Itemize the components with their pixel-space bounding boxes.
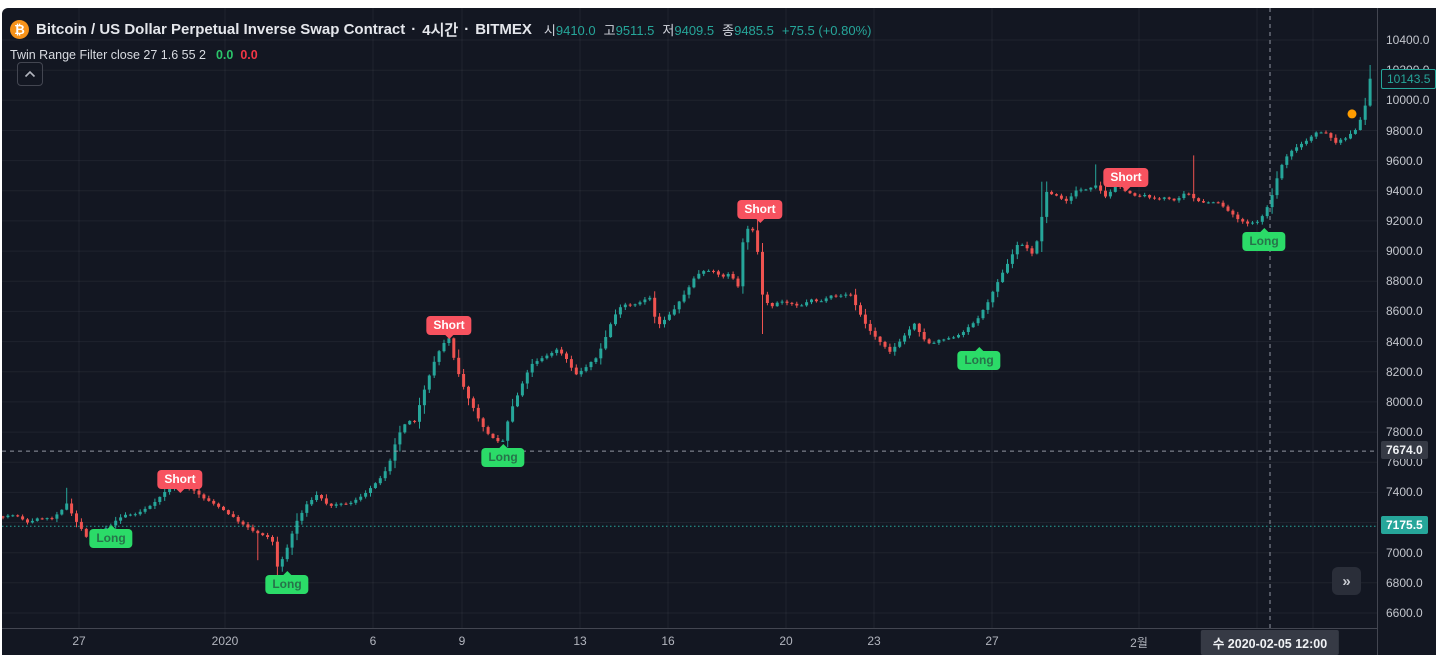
- price-tick-label: 10400.0: [1386, 33, 1430, 47]
- time-axis[interactable]: 27 2020 6 9 13 16 20 23 27 2월 수 2020-02-05 12:00: [2, 628, 1436, 655]
- chevron-up-icon: [24, 70, 36, 78]
- price-tick-label: 8400.0: [1386, 334, 1423, 349]
- ohlc-values: 시 9410.0 고 9511.5 저 9409.5 종 9485.5 +75.5 (+…: [544, 20, 872, 39]
- indicator-value-down: 0.0: [240, 48, 258, 62]
- close-label: 종: [722, 22, 735, 38]
- time-tick-label: 2월: [1130, 636, 1148, 650]
- price-tick-label: 7000.0: [1386, 545, 1423, 560]
- low-value: 9409.5: [674, 22, 715, 38]
- time-tick-label: 20: [779, 634, 793, 648]
- time-tick-label: 2020: [211, 634, 239, 648]
- indicator-value-up: 0.0: [215, 48, 234, 62]
- signal-label-long: Long: [481, 447, 525, 467]
- last-price-label: 10143.5: [1381, 68, 1436, 89]
- chart-legend: ₿ Bitcoin / US Dollar Perpetual Inverse …: [10, 18, 871, 64]
- signal-label-long: Long: [265, 575, 309, 595]
- dotted-line-price-label: 7175.5: [1381, 516, 1428, 535]
- indicator-title: Twin Range Filter close 27 1.6 55 2: [10, 48, 206, 62]
- high-value: 9511.5: [615, 22, 655, 38]
- change-value: +75.5 (+0.80%): [781, 22, 872, 38]
- chart-widget: ₿ Bitcoin / US Dollar Perpetual Inverse …: [2, 8, 1436, 655]
- legend-collapse-button[interactable]: [17, 62, 43, 86]
- crosshair-time-label: 수 2020-02-05 12:00: [1200, 630, 1340, 655]
- price-axis[interactable]: 10400.010200.010000.09800.09600.09400.09…: [1377, 8, 1436, 655]
- separator-dot: ·: [411, 20, 417, 38]
- price-tick-label: 9000.0: [1386, 244, 1423, 259]
- crosshair-price-label: 7674.0: [1381, 441, 1428, 460]
- separator-dot: ·: [464, 20, 470, 38]
- open-value: 9410.0: [555, 22, 596, 38]
- price-tick-label: 9600.0: [1386, 153, 1423, 168]
- open-label: 시: [543, 22, 556, 38]
- high-label: 고: [603, 22, 616, 38]
- price-tick-label: 7400.0: [1386, 485, 1423, 500]
- price-tick-label: 10000.0: [1386, 93, 1430, 108]
- price-tick-label: 7800.0: [1386, 425, 1423, 440]
- signal-label-long: Long: [1242, 232, 1286, 252]
- low-label: 저: [662, 22, 675, 38]
- signal-label-long: Long: [89, 528, 133, 548]
- price-chart-canvas[interactable]: [2, 8, 1377, 628]
- go-to-realtime-button[interactable]: »: [1332, 567, 1361, 595]
- time-tick-label: 23: [867, 634, 881, 648]
- indicator-legend-row[interactable]: Twin Range Filter close 27 1.6 55 2 0.0 …: [10, 46, 871, 64]
- symbol-title: Bitcoin / US Dollar Perpetual Inverse Sw…: [36, 20, 406, 38]
- price-tick-label: 8000.0: [1386, 394, 1423, 409]
- time-tick-label: 9: [458, 634, 466, 648]
- price-tick-label: 9200.0: [1386, 213, 1423, 228]
- symbol-legend-row[interactable]: ₿ Bitcoin / US Dollar Perpetual Inverse …: [10, 18, 871, 40]
- signal-label-long: Long: [957, 350, 1001, 370]
- price-tick-label: 8200.0: [1386, 364, 1423, 379]
- exchange-label: BITMEX: [475, 20, 532, 38]
- price-tick-label: 6600.0: [1386, 606, 1423, 620]
- price-tick-label: 8600.0: [1386, 304, 1423, 319]
- time-tick-label: 27: [72, 634, 86, 648]
- time-tick-label: 13: [573, 634, 587, 648]
- signal-label-short: Short: [426, 315, 472, 335]
- signal-label-short: Short: [737, 199, 783, 219]
- interval-label: 4시간: [422, 21, 459, 39]
- time-tick-label: 16: [661, 634, 675, 648]
- price-tick-label: 8800.0: [1386, 274, 1423, 289]
- time-tick-label: 6: [369, 634, 377, 648]
- close-value: 9485.5: [734, 22, 774, 38]
- time-tick-label: 27: [985, 634, 999, 648]
- bitcoin-logo-icon: ₿: [10, 19, 29, 39]
- price-tick-label: 9800.0: [1386, 123, 1423, 138]
- signal-label-short: Short: [157, 470, 203, 490]
- price-tick-label: 6800.0: [1386, 575, 1423, 590]
- signal-label-short: Short: [1103, 168, 1149, 187]
- double-chevron-right-icon: »: [1342, 572, 1351, 590]
- price-tick-label: 9400.0: [1386, 183, 1423, 198]
